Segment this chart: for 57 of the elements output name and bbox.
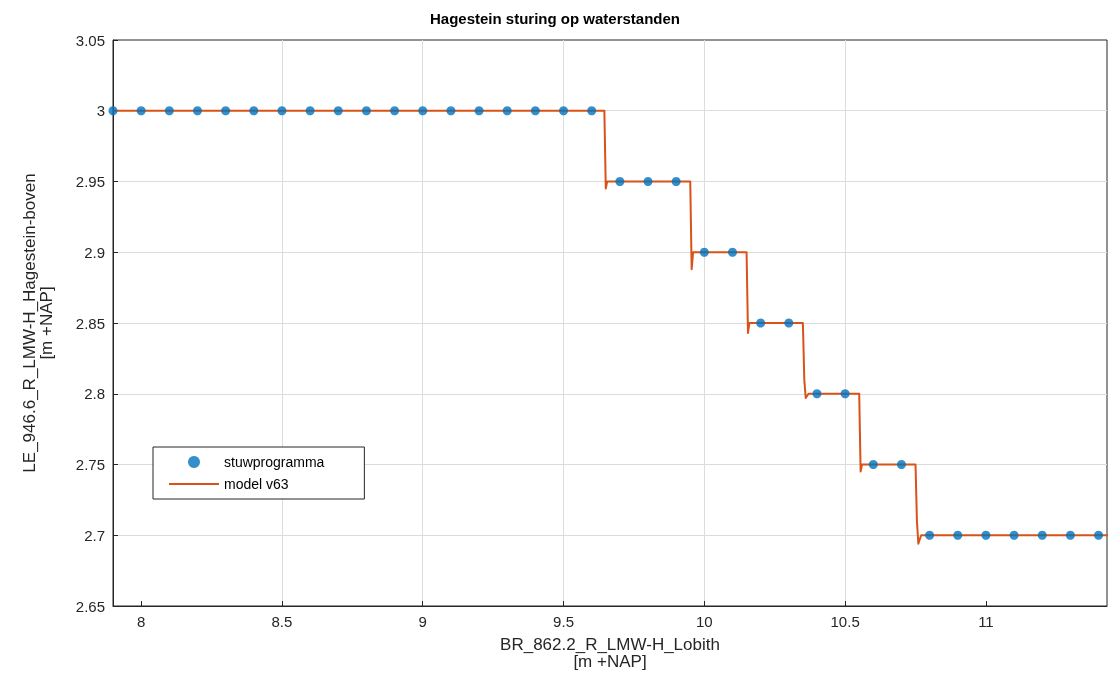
x-tick-label: 9.5 [553,613,574,630]
point [981,530,991,540]
point [559,106,569,116]
point [953,530,963,540]
point [418,106,428,116]
point [643,177,653,186]
point [502,106,512,116]
point [305,106,315,116]
point [530,106,540,116]
y-tick-label: 2.7 [84,526,105,544]
point [812,389,822,399]
point [1065,530,1075,540]
point [361,106,371,116]
point [1037,530,1047,540]
point [671,177,681,186]
point [249,106,259,116]
y-tick-label: 2.95 [75,173,105,190]
chart-title: Hagestein sturing op waterstanden [429,10,681,27]
y-tick-label: 3.05 [75,31,105,49]
x-tick-label: 11 [978,613,994,630]
point [699,247,709,257]
point [1009,530,1019,540]
point [221,106,231,116]
point [333,106,343,116]
y-tick-label: 2.9 [84,243,105,261]
point [587,106,597,116]
point [446,106,456,116]
y-tick-label: 2.75 [75,456,105,473]
x-tick-label: 8.5 [271,613,293,630]
point [840,389,850,399]
x-tick-label: 8 [136,613,146,630]
point [615,177,625,186]
point [108,106,118,116]
point [277,106,287,116]
legend-label: stuwprogramma [224,454,325,470]
x-axis-title: BR_862.2_R_LMW-H_Lobith [m +NAP] [500,635,720,671]
point [136,106,146,116]
x-tick-label: 10 [695,613,713,630]
x-tick-label: 10.5 [830,613,860,630]
point [1094,530,1104,540]
point [896,460,906,469]
y-tick-label: 2.65 [75,597,105,615]
point [925,530,935,540]
point [728,247,737,257]
point [390,106,400,116]
point [756,318,766,328]
y-tick-label: 2.85 [75,314,105,332]
point [164,106,174,116]
y-axis-title: LE_946.6_R_LMW-H_Hagestein-boven [m +NAP] [20,173,56,473]
point [784,318,794,328]
point [192,106,202,116]
y-tick-label: 3 [96,102,105,120]
legend-label: model v63 [224,476,289,492]
x-tick-label: 9 [418,613,427,630]
point [474,106,484,116]
y-tick-label: 2.8 [84,385,105,403]
point [868,460,878,469]
